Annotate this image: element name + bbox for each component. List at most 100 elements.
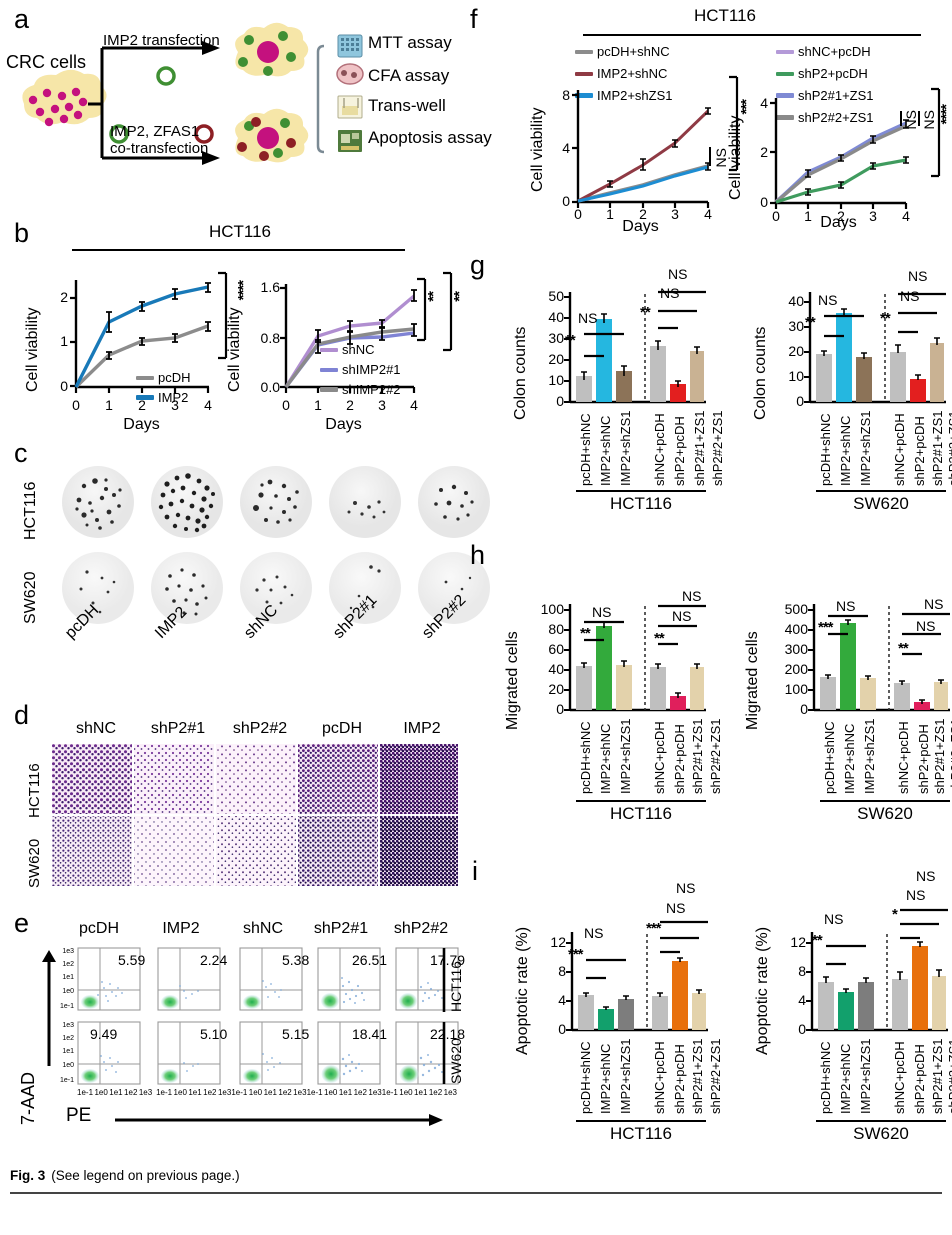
panel-e-xticks-2: 1e-1 1e0 1e1 1e2 1e3 (156, 1088, 232, 1097)
panel-h-left-ns-3: NS (682, 588, 702, 604)
panel-g-left-cat-1: IMP2+shNC (598, 415, 613, 486)
svg-text:300: 300 (785, 641, 809, 657)
panel-e-value-hct116-pcdh: 5.59 (118, 952, 146, 968)
panel-e-col-label-shp2-2: shP2#2 (393, 920, 449, 937)
svg-text:0: 0 (60, 378, 68, 394)
panel-h-left-cat-5: shP2#1+ZS1 (690, 718, 705, 794)
panel-e-value-hct116-shnc: 5.38 (282, 952, 310, 968)
panel-f-right-legend-2: shP2+pcDH (776, 66, 868, 81)
panel-g-left-cat-5: shP2#1+ZS1 (692, 410, 707, 486)
legend-label-pcdh-shnc: pcDH+shNC (597, 44, 670, 59)
panel-f-letter: f (470, 4, 478, 34)
figure-caption-text: (See legend on previous page.) (51, 1168, 240, 1183)
panel-a-letter: a (14, 4, 30, 34)
svg-text:0: 0 (574, 206, 582, 222)
svg-text:10: 10 (548, 372, 564, 388)
svg-text:1: 1 (606, 206, 614, 222)
svg-text:100: 100 (785, 681, 809, 697)
panel-c-well-grid-hct116 (62, 462, 490, 542)
panel-e-xlabel: PE (66, 1105, 92, 1126)
panel-e-value-sw620-shp2-1: 18.41 (352, 1026, 388, 1042)
svg-text:2: 2 (837, 208, 845, 224)
panel-i-left-group-rule (576, 1120, 706, 1122)
panel-i-right-cat-2: IMP2+shZS1 (858, 1038, 873, 1114)
panel-f-right-significance: **** (938, 105, 952, 125)
panel-e-row-label-hct116: HCT116 (448, 960, 464, 1012)
panel-e-value-hct116-shp2-1: 26.51 (352, 952, 388, 968)
svg-text:2: 2 (639, 206, 647, 222)
panel-i-right-cat-3: shNC+pcDH (892, 1041, 907, 1114)
panel-b-left-ylabel: Cell viability (24, 307, 41, 392)
assay-label-apoptosis: Apoptosis assay (368, 128, 492, 147)
panel-h-right-group-rule (820, 800, 950, 802)
svg-text:2: 2 (760, 144, 768, 160)
legend-label-shp2-1-zs1: shP2#1+ZS1 (798, 88, 874, 103)
svg-text:4: 4 (704, 206, 712, 222)
panel-h-right-cellline: SW620 (857, 804, 913, 823)
svg-text:20: 20 (548, 351, 564, 367)
panel-f-left-legend-3: IMP2+shZS1 (575, 88, 673, 103)
panel-e-value-sw620-pcdh: 9.49 (90, 1026, 118, 1042)
legend-label-shp2-pcdh: shP2+pcDH (798, 66, 868, 81)
legend-swatch-pcdh (136, 375, 154, 380)
svg-text:3: 3 (869, 208, 877, 224)
svg-text:40: 40 (548, 661, 564, 677)
panel-f-right-ylabel: Cell viability (727, 115, 744, 200)
panel-g-left-ns-1: NS (578, 310, 598, 326)
panel-i-right-cat-6: shP2#2+ZS1 (946, 1038, 952, 1114)
panel-g-right-ns-3: NS (908, 268, 928, 284)
panel-e-value-sw620-shp2-2: 22.18 (430, 1026, 466, 1042)
legend-swatch-shnc-pcdh (776, 49, 794, 54)
svg-text:0: 0 (760, 194, 768, 210)
legend-label-shp2-2-zs1: shP2#2+ZS1 (798, 110, 874, 125)
panel-i-left-sig-1: *** (568, 946, 583, 963)
svg-text:500: 500 (785, 601, 809, 617)
panel-g-right-cat-5: shP2#1+ZS1 (930, 410, 945, 486)
panel-h-left-cat-1: IMP2+shNC (598, 723, 613, 794)
legend-label-shimp2-1: shIMP2#1 (342, 362, 401, 377)
panel-e-col-label-shnc: shNC (242, 920, 283, 937)
assay-label-cfa: CFA assay (368, 66, 450, 85)
panel-d-letter: d (14, 700, 30, 730)
panel-i-right-cat-0: pcDH+shNC (818, 1041, 833, 1114)
panel-i-letter: i (472, 856, 478, 886)
panel-e-flow-row-sw620: 1e3 1e2 1e1 1e0 1e-1 (60, 1020, 460, 1088)
panel-f-left-ylabel: Cell viability (529, 107, 546, 192)
panel-f-left-legend-1: pcDH+shNC (575, 44, 670, 59)
svg-text:60: 60 (548, 641, 564, 657)
panel-f-left-xlabel: Days (622, 218, 659, 235)
panel-b-right-ylabel: Cell viability (226, 307, 243, 392)
svg-text:0: 0 (798, 1021, 806, 1037)
svg-text:1e0: 1e0 (62, 1062, 74, 1069)
panel-e-value-hct116-shp2-2: 17.79 (430, 952, 466, 968)
panel-g-right-cat-1: IMP2+shNC (838, 415, 853, 486)
legend-label-shnc-pcdh: shNC+pcDH (798, 44, 871, 59)
panel-d-transwell-grid (52, 744, 458, 888)
panel-f-right-ns-bracket-2 (915, 110, 924, 128)
panel-b-right-legend-shnc: shNC (320, 342, 375, 357)
panel-e-xticks-row: 1e-1 1e0 1e1 1e2 1e3 1e-1 1e0 1e1 1e2 1e3 1e-1 1e… (77, 1088, 457, 1097)
legend-label-shimp2-2: shIMP2#2 (342, 382, 401, 397)
panel-h-right-cat-0: pcDH+shNC (822, 721, 837, 794)
panel-h-letter: h (470, 540, 486, 570)
panel-g-right-sig-1: ** (805, 314, 816, 331)
panel-i-left-cat-0: pcDH+shNC (578, 1041, 593, 1114)
svg-text:200: 200 (785, 661, 809, 677)
svg-text:8: 8 (558, 963, 566, 979)
panel-c-row-label-hct116: HCT116 (22, 481, 39, 540)
panel-f-right-legend-3: shP2#1+ZS1 (776, 88, 874, 103)
panel-i-left-cat-6: shP2#2+ZS1 (708, 1038, 723, 1114)
panel-g-left-ns-2: NS (660, 285, 680, 301)
panel-i-left-cat-1: IMP2+shNC (598, 1043, 613, 1114)
panel-i-right-ylabel: Apoptotic rate (%) (754, 926, 771, 1055)
panel-h-right-sig-1: *** (818, 619, 833, 636)
legend-swatch-shp2-pcdh (776, 71, 794, 76)
panel-h-right-chart: 0 100 200 300 400 500 (762, 578, 952, 736)
panel-b-title: HCT116 (208, 222, 272, 241)
panel-f-right-sig-bracket (928, 86, 944, 180)
panel-d-col-label-shnc: shNC (75, 720, 116, 737)
svg-text:4: 4 (902, 208, 910, 224)
panel-g-left-cellline: HCT116 (609, 494, 673, 513)
panel-f-title: HCT116 (693, 6, 757, 25)
panel-b-left-sig-bracket (214, 270, 238, 362)
